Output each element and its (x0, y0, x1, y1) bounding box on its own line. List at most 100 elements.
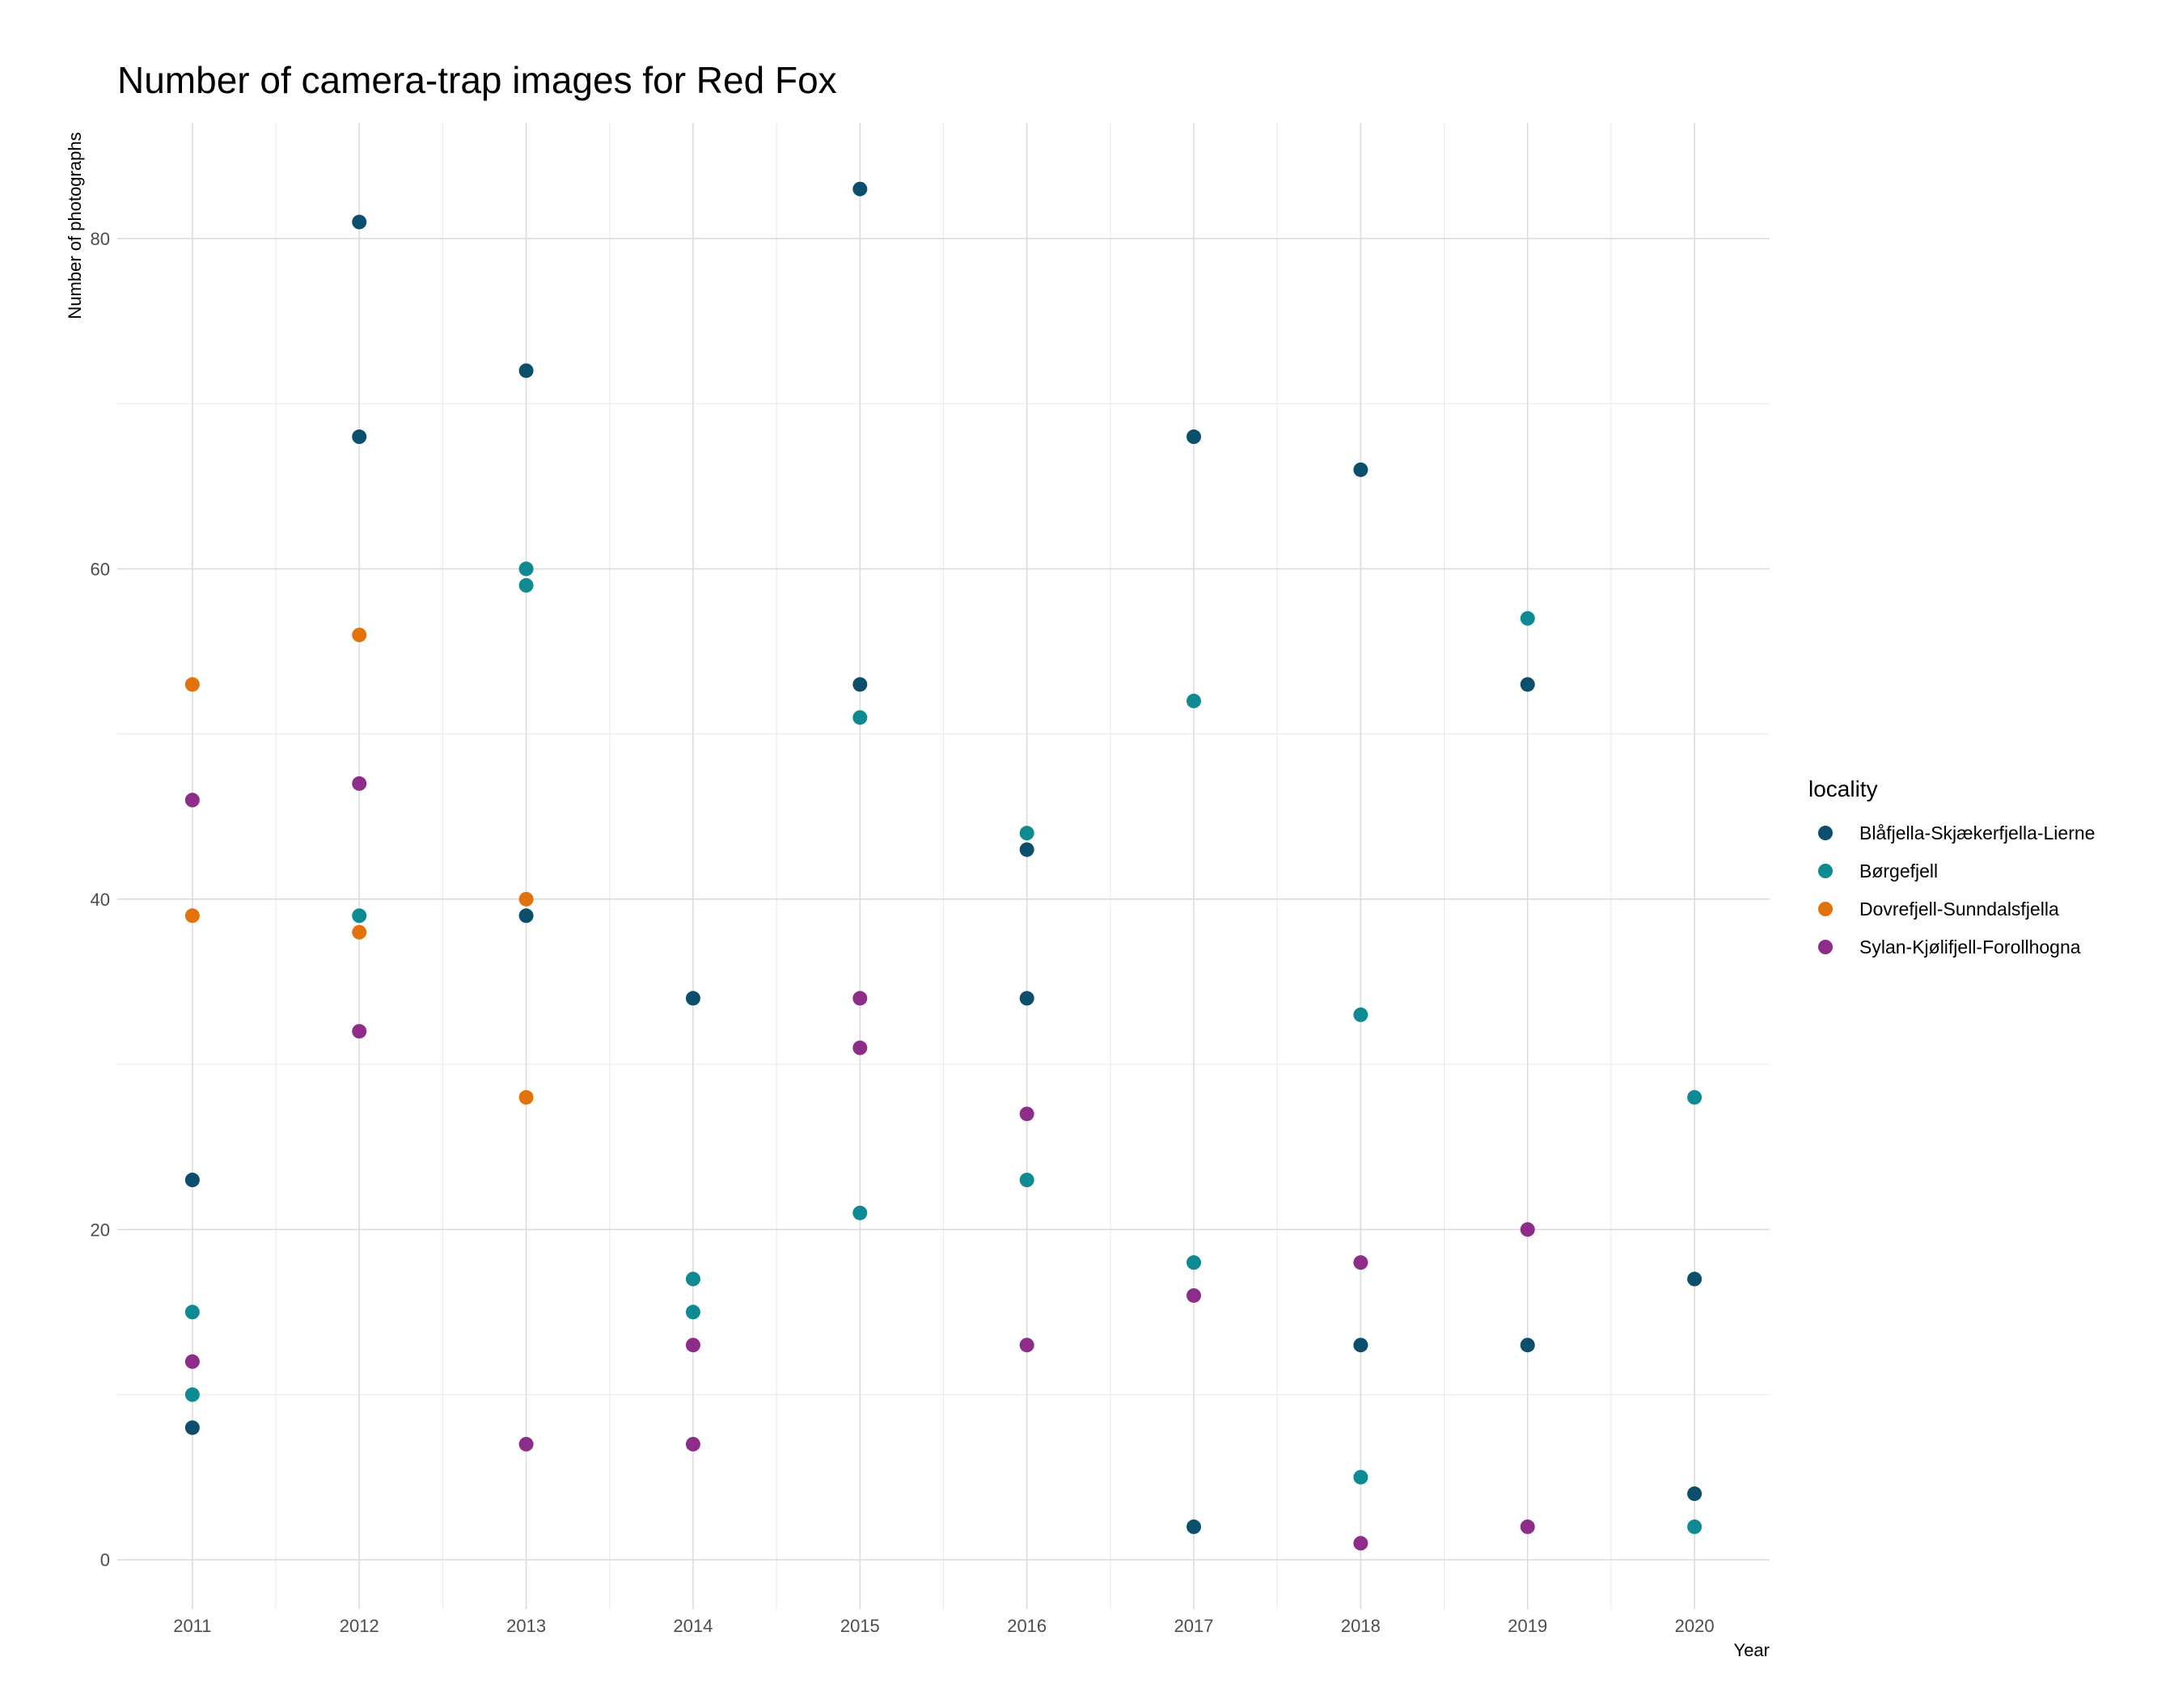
chart-title: Number of camera-trap images for Red Fox (117, 59, 837, 101)
data-point (352, 1024, 367, 1039)
data-point (352, 776, 367, 791)
plot-grid (117, 123, 1770, 1609)
data-point (685, 991, 700, 1006)
legend-swatch (1818, 940, 1833, 954)
series-3 (184, 628, 534, 1105)
data-point (352, 628, 367, 643)
data-point (184, 1387, 200, 1402)
data-point (1353, 462, 1368, 477)
legend-label: Blåfjella-Skjækerfjella-Lierne (1859, 822, 2095, 843)
y-tick-label: 60 (91, 559, 110, 579)
series-2 (184, 561, 1702, 1534)
data-point (685, 1436, 700, 1452)
y-axis-title: Number of photographs (65, 132, 85, 319)
data-point (852, 1040, 868, 1055)
data-point (1019, 1173, 1034, 1188)
data-point (852, 991, 868, 1006)
data-point (184, 1420, 200, 1435)
data-point (184, 1173, 200, 1188)
x-tick-label: 2012 (340, 1616, 379, 1636)
data-point (685, 1271, 700, 1287)
y-tick-label: 0 (100, 1550, 110, 1571)
data-point (1019, 1106, 1034, 1122)
legend-label: Dovrefjell-Sunndalsfjella (1859, 898, 2059, 920)
data-point (1186, 429, 1202, 445)
y-tick-label: 40 (91, 890, 110, 910)
data-point (685, 1338, 700, 1353)
data-point (852, 710, 868, 725)
x-tick-label: 2013 (506, 1616, 546, 1636)
x-tick-label: 2020 (1675, 1616, 1715, 1636)
data-point (518, 561, 534, 577)
data-point (1019, 842, 1034, 857)
data-point (1520, 1519, 1535, 1534)
data-point (1520, 677, 1535, 692)
data-point (685, 1304, 700, 1320)
data-point (852, 1205, 868, 1220)
data-point (518, 1089, 534, 1105)
data-point (1520, 1338, 1535, 1353)
legend-swatch (1818, 864, 1833, 878)
x-tick-label: 2016 (1007, 1616, 1047, 1636)
data-point (352, 429, 367, 445)
x-tick-label: 2015 (840, 1616, 880, 1636)
x-axis-title: Year (1734, 1640, 1770, 1660)
data-point (1520, 1222, 1535, 1237)
data-point (518, 891, 534, 907)
legend-swatch (1818, 826, 1833, 840)
data-point (1186, 1287, 1202, 1303)
legend-title: locality (1808, 776, 1878, 801)
data-point (518, 1436, 534, 1452)
legend-item: Børgefjell (1818, 860, 1938, 881)
data-point (1186, 693, 1202, 708)
y-tick-label: 80 (91, 229, 110, 249)
data-point (1687, 1089, 1702, 1105)
data-point (518, 363, 534, 378)
x-tick-label: 2018 (1341, 1616, 1381, 1636)
data-point (352, 924, 367, 940)
data-point (1687, 1519, 1702, 1534)
y-tick-label: 20 (91, 1220, 110, 1240)
legend-item: Dovrefjell-Sunndalsfjella (1818, 898, 2059, 920)
data-point (1353, 1338, 1368, 1353)
series-1 (184, 181, 1702, 1534)
data-point (1019, 1338, 1034, 1353)
x-tick-label: 2017 (1174, 1616, 1214, 1636)
axis-ticks: 0 20 40 60 80 2011 2012 2013 2014 2015 2016 2017 201… (91, 229, 1715, 1636)
data-point (852, 181, 868, 197)
data-points (184, 181, 1702, 1551)
data-point (184, 1304, 200, 1320)
data-point (1687, 1271, 1702, 1287)
legend-label: Børgefjell (1859, 860, 1938, 881)
data-point (1687, 1486, 1702, 1502)
legend-item: Blåfjella-Skjækerfjella-Lierne (1818, 822, 2095, 843)
data-point (184, 908, 200, 924)
data-point (1019, 826, 1034, 841)
x-tick-label: 2014 (673, 1616, 713, 1636)
data-point (1353, 1255, 1368, 1270)
data-point (184, 793, 200, 808)
legend-label: Sylan-Kjølifjell-Forollhogna (1859, 936, 2081, 958)
data-point (352, 908, 367, 924)
data-point (1186, 1519, 1202, 1534)
legend-item: Sylan-Kjølifjell-Forollhogna (1818, 936, 2081, 958)
x-tick-label: 2019 (1508, 1616, 1547, 1636)
data-point (184, 1354, 200, 1369)
data-point (1019, 991, 1034, 1006)
data-point (352, 214, 367, 230)
legend-swatch (1818, 902, 1833, 916)
data-point (1353, 1007, 1368, 1022)
data-point (852, 677, 868, 692)
data-point (1353, 1469, 1368, 1485)
series-4 (184, 776, 1535, 1551)
data-point (184, 677, 200, 692)
data-point (1186, 1255, 1202, 1270)
data-point (518, 908, 534, 924)
data-point (518, 577, 534, 593)
data-point (1520, 611, 1535, 626)
legend: locality Blåfjella-Skjækerfjella-Lierne B… (1808, 776, 2095, 958)
data-point (1353, 1536, 1368, 1551)
x-tick-label: 2011 (173, 1616, 211, 1636)
